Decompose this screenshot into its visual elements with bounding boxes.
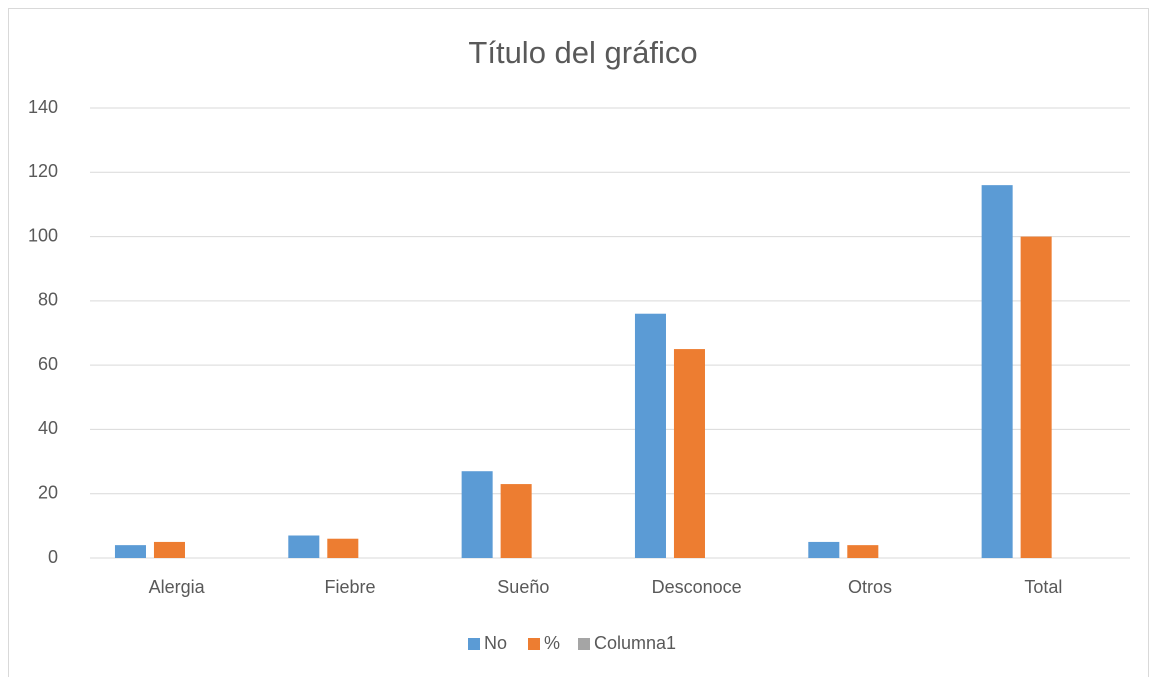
bar — [461, 471, 493, 558]
legend-label: Columna1 — [594, 633, 676, 653]
y-tick-label: 140 — [28, 97, 58, 117]
bar — [500, 484, 532, 558]
legend-swatch — [578, 638, 590, 650]
bar — [114, 545, 146, 558]
y-tick-label: 120 — [28, 161, 58, 181]
bar — [153, 541, 185, 558]
bar — [981, 185, 1013, 558]
legend-swatch — [528, 638, 540, 650]
y-tick-label: 20 — [38, 482, 58, 502]
bar — [634, 313, 666, 558]
y-tick-label: 80 — [38, 290, 58, 310]
bar — [327, 538, 359, 558]
x-tick-label: Total — [1024, 577, 1062, 597]
legend-swatch — [468, 638, 480, 650]
x-tick-label: Otros — [848, 577, 892, 597]
bar — [847, 545, 879, 558]
bar — [673, 349, 705, 558]
chart-title: Título del gráfico — [468, 35, 697, 70]
y-tick-label: 0 — [48, 547, 58, 567]
bar — [1020, 236, 1052, 559]
legend-label: No — [484, 633, 507, 653]
x-tick-label: Sueño — [497, 577, 549, 597]
x-tick-label: Fiebre — [324, 577, 375, 597]
legend-label: % — [544, 633, 560, 653]
y-tick-label: 100 — [28, 225, 58, 245]
y-tick-label: 40 — [38, 418, 58, 438]
y-tick-label: 60 — [38, 354, 58, 374]
x-tick-label: Alergia — [149, 577, 206, 597]
bar — [288, 535, 320, 558]
bar — [808, 541, 840, 558]
chart-frame — [8, 8, 1149, 677]
x-tick-label: Desconoce — [652, 577, 742, 597]
